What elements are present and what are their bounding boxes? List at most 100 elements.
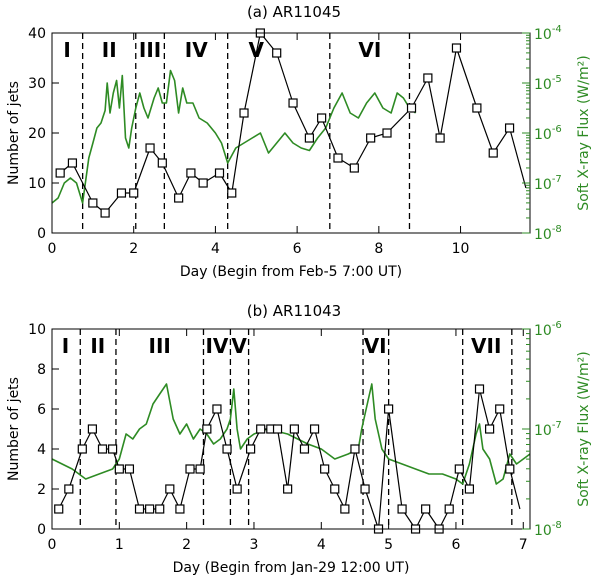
panel-b-jets-point-17: [222, 444, 232, 454]
panel-a-x-tick-label-0: 0: [48, 241, 57, 257]
panel-b-jets-point-23: [283, 484, 293, 494]
panel-a-jets-point-26: [451, 43, 462, 53]
panel-a-x-tick-label-4: 8: [374, 241, 383, 257]
panel-a-jets-point-28: [488, 148, 498, 158]
panel-a-jets-point-12: [227, 188, 237, 198]
panel-b-x-tick-label-4: 4: [317, 537, 326, 553]
panel-b-period-label-6: VII: [471, 334, 501, 358]
panel-a-jets-point-1: [67, 158, 78, 168]
panel-a-period-label-2: III: [139, 38, 161, 62]
panel-a-jets-point-11: [214, 168, 225, 178]
panel-b-period-label-1: II: [90, 334, 105, 358]
panel-a-jets-point-5: [129, 188, 139, 198]
panel-b-jets-point-25: [299, 444, 310, 454]
panel-a-jets-point-4: [116, 188, 127, 198]
panel-b-jets-point-22: [272, 424, 283, 434]
panel-a-jets-point-17: [304, 133, 314, 143]
panel-b-jets-point-27: [320, 464, 330, 474]
panel-a-jets-point-2: [88, 198, 98, 208]
panel-a-jets-point-15: [272, 48, 282, 58]
panel-a-jets-point-7: [157, 158, 167, 168]
panel-a-y-tick-label-1: 10: [28, 176, 46, 192]
panel-a-jets-point-19: [333, 153, 343, 163]
panel-b-x-tick-label-1: 1: [115, 537, 124, 553]
panel-b-y-tick-label-4: 8: [37, 362, 46, 378]
panel-b-period-label-2: III: [149, 334, 171, 358]
panel-b-y2-tick-label-2: 10-6: [534, 320, 562, 339]
panel-a-x-tick-label-3: 6: [293, 241, 302, 257]
panel-b-jets-point-7: [124, 464, 135, 474]
panel-b-jets-point-24: [289, 424, 299, 434]
panel-a-jets-point-3: [100, 208, 110, 218]
panel-b-jets-point-42: [485, 424, 495, 434]
panel-b-period-label-5: VI: [364, 334, 387, 358]
panel-a-y2-tick-label-3: 10-5: [534, 74, 562, 93]
panel-a-y2-tick-label-4: 10-4: [534, 24, 562, 43]
panel-b-jets-series-line: [58, 388, 521, 530]
panel-a-period-label-0: I: [63, 38, 70, 62]
panel-a-period-label-4: V: [249, 38, 265, 62]
panel-b-jets-point-20: [256, 424, 266, 434]
panel-b-x-tick-label-7: 7: [519, 537, 528, 553]
panel-b-jets-point-43: [495, 404, 505, 414]
panel-b-jets-point-4: [97, 444, 108, 454]
panel-b-jets-point-31: [360, 484, 370, 494]
panel-b-x-tick-label-5: 5: [384, 537, 393, 553]
panel-a-period-label-1: II: [102, 38, 117, 62]
panel-a-jets-point-8: [174, 193, 184, 203]
panel-b-jets-point-29: [340, 504, 350, 514]
panel-b-jets-point-30: [350, 444, 360, 454]
panel-b-jets-point-19: [246, 444, 256, 454]
panel-b-jets-point-11: [165, 484, 175, 494]
panel-a-y-tick-label-2: 20: [28, 126, 46, 142]
panel-b-jets-point-15: [202, 424, 212, 434]
panel-b-jets-point-1: [64, 484, 74, 494]
panel-a-plot-frame: [51, 32, 531, 234]
panel-b-jets-point-14: [195, 464, 205, 474]
panel-b-jets-point-36: [421, 504, 431, 514]
panel-b-jets-point-6: [114, 464, 124, 474]
panel-a-jets-point-9: [186, 168, 196, 178]
panel-b-y-tick-label-3: 6: [37, 402, 46, 418]
panel-b-y2-tick-label-1: 10-7: [534, 420, 562, 439]
panel-a-y2-axis-label: Soft X-ray Flux (W/m²): [576, 55, 592, 210]
panel-a-jets-series-line: [59, 32, 527, 214]
panel-b-jets-point-13: [185, 464, 195, 474]
panel-a-y2-tick-label-2: 10-6: [534, 124, 562, 143]
panel-a-jets-point-22: [382, 128, 392, 138]
panel-b-y-axis-label: Number of jets: [6, 377, 22, 481]
panel-b-jets-point-28: [330, 484, 340, 494]
panel-b-x-tick-label-3: 3: [250, 537, 259, 553]
panel-a-title: (a) AR11045: [247, 3, 341, 21]
panel-b-y-tick-label-1: 2: [37, 482, 46, 498]
panel-b-jets-point-2: [77, 444, 87, 454]
panel-a-jets-point-21: [366, 133, 376, 143]
panel-b-jets-point-3: [87, 424, 97, 434]
panel-a-jets-point-0: [55, 168, 65, 178]
panel-a-period-label-3: IV: [185, 38, 208, 62]
panel-b-jets-point-44: [505, 464, 515, 474]
panel-b-jets-point-0: [54, 504, 64, 514]
panel-b-period-label-4: V: [231, 334, 247, 358]
panel-b-jets-point-34: [397, 504, 407, 514]
panel-b-jets-point-40: [464, 484, 475, 494]
panel-a-jets-point-27: [472, 103, 482, 113]
panel-b-jets-point-18: [232, 484, 242, 494]
panel-b-x-axis-label: Day (Begin from Jan-29 12:00 UT): [173, 560, 410, 576]
panel-b-jets-point-41: [474, 384, 485, 394]
panel-a-period-label-5: VI: [358, 38, 381, 62]
panel-b-period-label-0: I: [62, 334, 69, 358]
panel-a-jets-point-10: [198, 178, 208, 188]
panel-a-y-tick-label-3: 30: [28, 76, 46, 92]
panel-b-jets-point-8: [134, 504, 145, 514]
panel-a-y-tick-label-4: 40: [28, 26, 46, 42]
panel-b-jets-point-39: [454, 464, 464, 474]
panel-b-x-tick-label-6: 6: [451, 537, 460, 553]
panel-a-jets-point-6: [145, 143, 155, 153]
panel-a-y2-tick-label-1: 10-7: [534, 174, 562, 193]
panel-a-jets-point-13: [239, 108, 249, 118]
panel-a-y-tick-label-0: 0: [37, 226, 46, 242]
panel-b-x-tick-label-0: 0: [48, 537, 57, 553]
